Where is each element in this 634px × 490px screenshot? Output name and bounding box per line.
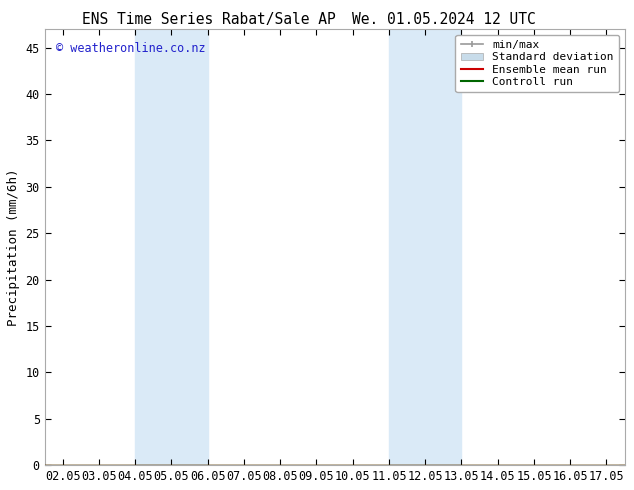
Bar — [135, 29, 208, 465]
Legend: min/max, Standard deviation, Ensemble mean run, Controll run: min/max, Standard deviation, Ensemble me… — [455, 35, 619, 92]
Y-axis label: Precipitation (mm/6h): Precipitation (mm/6h) — [7, 169, 20, 326]
Text: © weatheronline.co.nz: © weatheronline.co.nz — [56, 42, 206, 55]
Text: We. 01.05.2024 12 UTC: We. 01.05.2024 12 UTC — [352, 12, 536, 27]
Bar — [389, 29, 462, 465]
Text: ENS Time Series Rabat/Sale AP: ENS Time Series Rabat/Sale AP — [82, 12, 336, 27]
